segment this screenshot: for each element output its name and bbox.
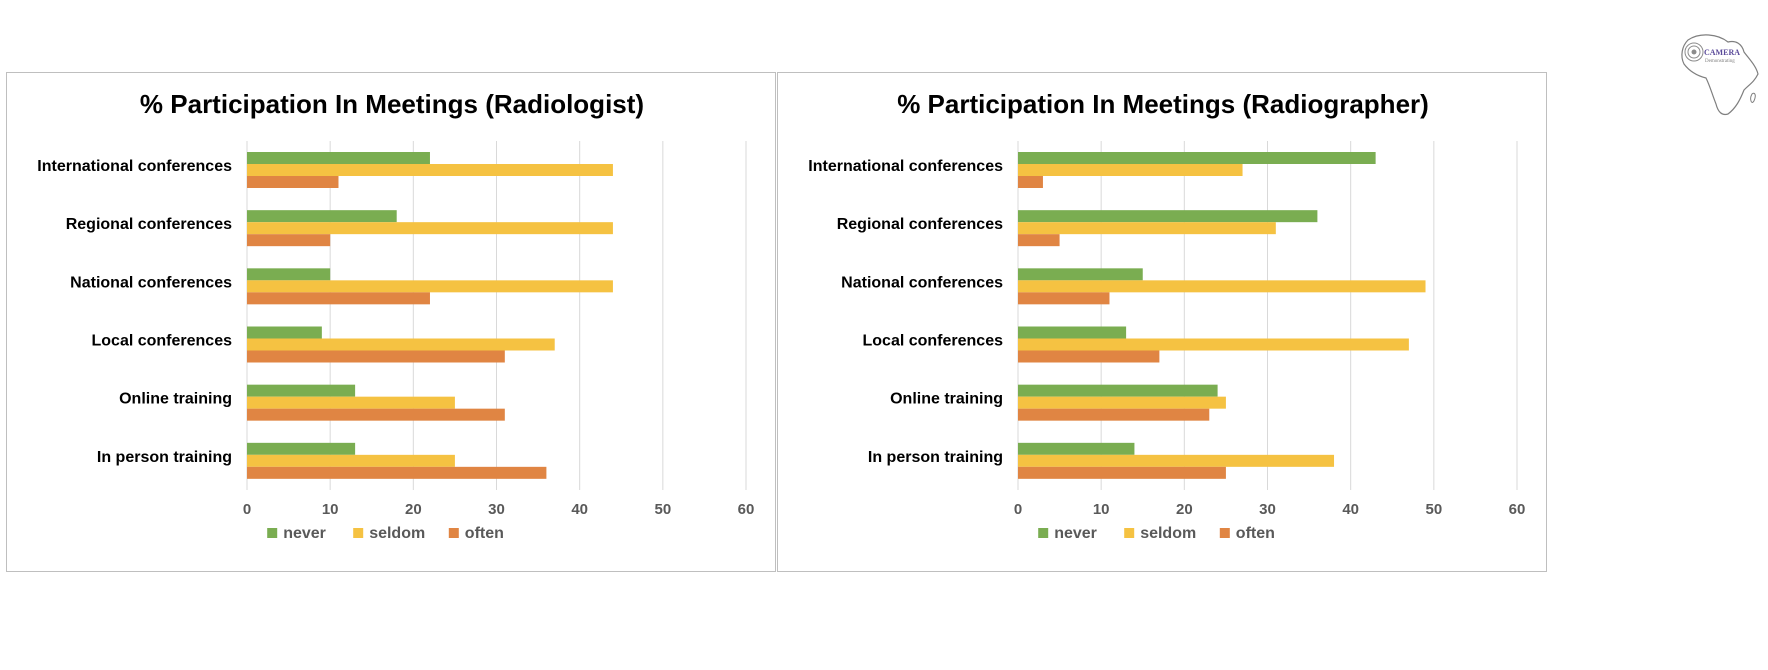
camera-logo: CAMERA Demonstrating (1670, 30, 1762, 122)
x-tick-label: 50 (654, 501, 671, 518)
x-tick-label: 10 (322, 501, 339, 518)
bar-seldom-local-conferences (247, 338, 555, 351)
x-tick-label: 0 (243, 501, 251, 518)
bar-never-online-training (247, 384, 356, 397)
category-label: In person training (97, 449, 232, 466)
bar-often-international-conferences (1018, 176, 1043, 188)
bar-often-local-conferences (247, 350, 505, 363)
bar-never-online-training (1018, 384, 1218, 397)
x-tick-label: 30 (488, 501, 505, 518)
legend-item-seldom: seldom (1124, 525, 1196, 542)
legend-label: often (465, 525, 504, 542)
x-tick-label: 20 (405, 501, 422, 518)
bar-never-international-conferences (247, 152, 430, 164)
bar-often-local-conferences (1018, 350, 1160, 363)
africa-map-icon (1681, 34, 1759, 116)
bar-never-national-conferences (1018, 268, 1143, 281)
x-tick-label: 10 (1093, 501, 1110, 518)
category-label: Regional conferences (66, 216, 232, 233)
logo-name: CAMERA (1704, 48, 1740, 57)
legend-label: seldom (1140, 525, 1196, 542)
legend-item-often: often (448, 525, 504, 542)
x-tick-label: 40 (1342, 501, 1359, 518)
bar-seldom-in-person-training (247, 454, 455, 467)
legend-swatch (267, 528, 278, 538)
bar-seldom-in-person-training (1018, 454, 1335, 467)
chart-title: % Participation In Meetings (Radiologist… (140, 89, 644, 119)
bar-often-regional-conferences (1018, 234, 1060, 247)
x-tick-label: 30 (1259, 501, 1276, 518)
bar-seldom-international-conferences (247, 164, 613, 176)
bar-never-international-conferences (1018, 152, 1376, 164)
bar-never-in-person-training (247, 442, 356, 455)
bar-often-international-conferences (247, 176, 339, 188)
legend-item-never: never (267, 525, 326, 542)
category-label: Local conferences (863, 333, 1004, 350)
bar-seldom-online-training (247, 396, 455, 409)
legend-swatch (353, 528, 364, 538)
bar-seldom-online-training (1018, 396, 1226, 409)
bar-seldom-regional-conferences (1018, 222, 1276, 235)
bar-never-national-conferences (247, 268, 331, 281)
x-tick-label: 0 (1014, 501, 1022, 518)
bar-never-regional-conferences (247, 210, 397, 223)
legend-swatch (1038, 528, 1049, 538)
x-tick-label: 40 (571, 501, 588, 518)
bar-seldom-local-conferences (1018, 338, 1409, 351)
bar-often-national-conferences (1018, 292, 1110, 305)
bar-often-regional-conferences (247, 234, 331, 247)
legend-item-often: often (1219, 525, 1275, 542)
bar-often-online-training (1018, 408, 1210, 421)
category-label: Local conferences (92, 333, 233, 350)
radiographer-chart-panel: % Participation In Meetings (Radiographe… (777, 72, 1547, 572)
legend-item-never: never (1038, 525, 1097, 542)
radiologist-chart: % Participation In Meetings (Radiologist… (37, 89, 755, 542)
bar-never-local-conferences (1018, 326, 1127, 339)
x-tick-label: 60 (1509, 501, 1526, 518)
radiographer-chart: % Participation In Meetings (Radiographe… (808, 89, 1526, 542)
category-label: Online training (890, 391, 1003, 408)
bar-seldom-national-conferences (1018, 280, 1426, 293)
legend-swatch (448, 528, 459, 538)
legend-label: never (283, 525, 326, 542)
category-label: Online training (119, 391, 232, 408)
x-tick-label: 60 (738, 501, 755, 518)
bar-seldom-international-conferences (1018, 164, 1243, 176)
radiologist-chart-panel: % Participation In Meetings (Radiologist… (6, 72, 776, 572)
bar-seldom-national-conferences (247, 280, 613, 293)
legend-label: never (1054, 525, 1097, 542)
x-tick-label: 50 (1425, 501, 1442, 518)
bar-often-online-training (247, 408, 505, 421)
category-label: In person training (868, 449, 1003, 466)
bar-never-regional-conferences (1018, 210, 1318, 223)
legend-item-seldom: seldom (353, 525, 425, 542)
bar-seldom-regional-conferences (247, 222, 613, 235)
category-label: International conferences (808, 158, 1003, 175)
category-label: National conferences (70, 274, 232, 291)
bar-often-in-person-training (247, 466, 547, 479)
category-label: International conferences (37, 158, 232, 175)
logo-tagline: Demonstrating (1705, 59, 1735, 64)
bar-often-in-person-training (1018, 466, 1226, 479)
bar-often-national-conferences (247, 292, 430, 305)
category-label: Regional conferences (837, 216, 1003, 233)
legend-swatch (1124, 528, 1135, 538)
bar-never-local-conferences (247, 326, 322, 339)
bar-never-in-person-training (1018, 442, 1135, 455)
x-tick-label: 20 (1176, 501, 1193, 518)
chart-title: % Participation In Meetings (Radiographe… (897, 89, 1429, 119)
legend-label: seldom (369, 525, 425, 542)
category-label: National conferences (841, 274, 1003, 291)
legend-label: often (1236, 525, 1275, 542)
legend-swatch (1219, 528, 1230, 538)
